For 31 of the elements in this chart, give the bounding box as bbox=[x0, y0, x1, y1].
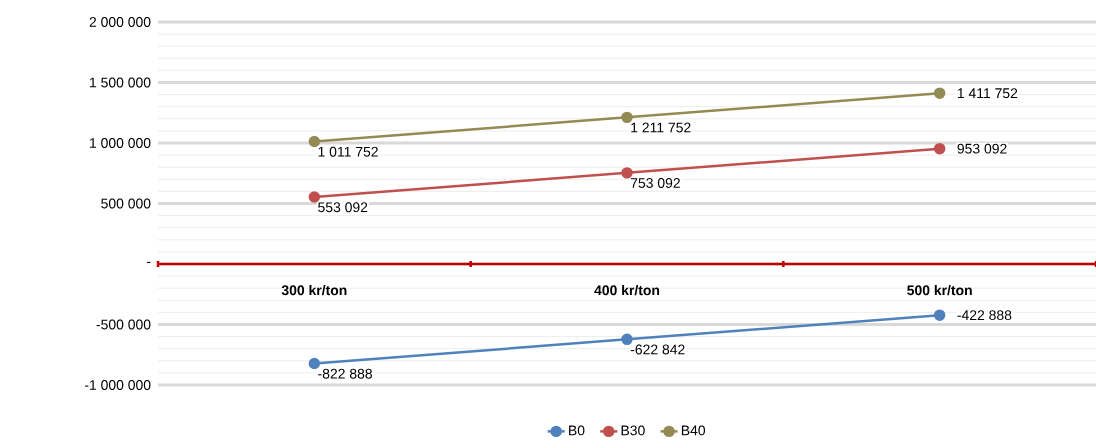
y-tick-label: 1 500 000 bbox=[90, 77, 151, 88]
data-label: 953 092 bbox=[957, 143, 1007, 154]
point bbox=[933, 142, 946, 155]
y-tick-label: 2 000 000 bbox=[89, 17, 151, 27]
point bbox=[308, 357, 321, 370]
x-tick-label: 400 kr/ton bbox=[594, 284, 660, 296]
data-label: 553 092 bbox=[318, 202, 368, 213]
y-tick-label: -1 000 000 bbox=[84, 380, 151, 390]
y-tick-label: -500 000 bbox=[96, 319, 151, 330]
point bbox=[933, 309, 946, 321]
data-label: 1 411 752 bbox=[957, 88, 1018, 99]
legend-label: B40 bbox=[681, 425, 706, 436]
x-tick-label: 500 kr/ton bbox=[907, 284, 972, 296]
y-tick-label: - bbox=[147, 261, 151, 263]
y-tick-label: 500 000 bbox=[101, 198, 151, 209]
point bbox=[621, 333, 633, 346]
point bbox=[308, 135, 321, 148]
point bbox=[621, 111, 633, 124]
point bbox=[933, 87, 946, 99]
data-label: -822 888 bbox=[318, 368, 372, 379]
point bbox=[621, 167, 633, 179]
data-label: -422 888 bbox=[957, 310, 1012, 321]
legend-label: B0 bbox=[569, 425, 585, 436]
data-label: -622 842 bbox=[630, 344, 685, 355]
data-label: 1 011 752 bbox=[318, 146, 378, 157]
point bbox=[308, 191, 321, 203]
y-tick-label: 1 000 000 bbox=[90, 138, 151, 148]
data-label: 1 211 752 bbox=[631, 122, 691, 133]
x-tick-label: 300 kr/ton bbox=[281, 284, 347, 296]
legend-label: B30 bbox=[621, 425, 645, 436]
data-label: 753 092 bbox=[630, 178, 680, 188]
